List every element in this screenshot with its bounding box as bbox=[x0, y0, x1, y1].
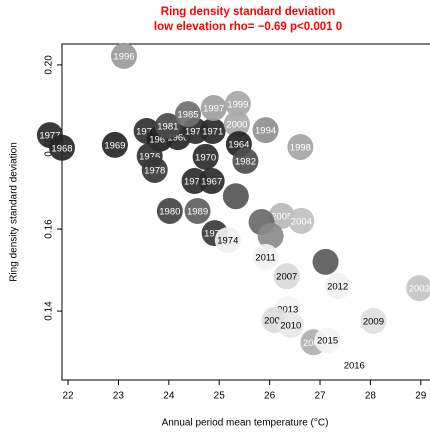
point-label: 2016 bbox=[344, 361, 365, 372]
point-label: 1979 bbox=[136, 126, 157, 137]
point-label: 1999 bbox=[227, 99, 248, 110]
bubble bbox=[341, 352, 368, 379]
point-label: 1962 bbox=[149, 134, 170, 145]
point-label: 2009 bbox=[363, 316, 384, 327]
bubble bbox=[156, 197, 183, 224]
point-label: 2000 bbox=[226, 120, 247, 131]
bubble bbox=[287, 133, 314, 160]
bubble bbox=[200, 95, 227, 121]
point-label: 1975 bbox=[204, 229, 225, 240]
point-label: 2005 bbox=[271, 211, 292, 222]
point-label: 1977 bbox=[39, 131, 60, 142]
point-label: 2008 bbox=[264, 316, 285, 327]
chart-title: Ring density standard deviation bbox=[161, 6, 335, 18]
bubble bbox=[141, 156, 168, 183]
bubble bbox=[192, 143, 219, 170]
plot-frame bbox=[61, 43, 430, 381]
point-label: 2012 bbox=[327, 282, 348, 293]
point-label: 1997 bbox=[203, 104, 224, 115]
bubble bbox=[360, 307, 387, 334]
x-tick-label: 28 bbox=[365, 391, 377, 402]
bubble bbox=[199, 117, 226, 144]
x-axis-label: Annual period mean temperature (°C) bbox=[162, 418, 329, 429]
x-tick-label: 26 bbox=[264, 391, 276, 402]
point-label: 1964 bbox=[228, 140, 249, 151]
y-tick-label: 0.16 bbox=[44, 219, 55, 239]
x-tick-label: 27 bbox=[314, 391, 326, 402]
point-label: 1969 bbox=[104, 140, 125, 151]
bubble bbox=[184, 197, 211, 224]
y-tick-label: 0.14 bbox=[44, 301, 55, 321]
bubble bbox=[288, 207, 315, 234]
point-label: 2006 bbox=[303, 338, 324, 349]
bubble bbox=[49, 134, 75, 161]
point-label: 2003 bbox=[409, 284, 430, 295]
point-label: 1967 bbox=[201, 177, 222, 188]
point-label: 1996 bbox=[113, 51, 134, 62]
chart-subtitle: low elevation rho= −0.69 p<0.001 0 bbox=[154, 21, 342, 33]
bubble bbox=[252, 243, 279, 270]
y-axis-label: Ring density standard deviation bbox=[9, 142, 20, 282]
bubble bbox=[110, 42, 137, 69]
point-label: 1998 bbox=[290, 142, 311, 153]
point-label: 2015 bbox=[317, 336, 338, 347]
bubble bbox=[257, 223, 284, 249]
x-tick-label: 29 bbox=[415, 391, 427, 402]
x-tick-label: 24 bbox=[163, 391, 175, 402]
point-label: 1970 bbox=[195, 152, 216, 163]
bubble bbox=[273, 263, 300, 290]
point-label: 1985 bbox=[177, 110, 198, 121]
point-label: 1971 bbox=[202, 126, 223, 137]
point-label: 1966 bbox=[167, 133, 188, 144]
bubble bbox=[268, 202, 295, 229]
point-label: 1994 bbox=[255, 126, 276, 137]
point-label: 1978 bbox=[144, 165, 165, 176]
point-label: 1982 bbox=[235, 156, 256, 167]
bubble bbox=[223, 111, 250, 137]
point-label: 1973 bbox=[185, 126, 206, 137]
bubble bbox=[324, 273, 351, 300]
y-tick-label: 0.20 bbox=[44, 55, 55, 75]
point-label: 1972 bbox=[184, 177, 205, 188]
bubble bbox=[277, 312, 304, 339]
bubble bbox=[214, 227, 241, 254]
bubble bbox=[101, 131, 128, 158]
bubble bbox=[174, 101, 201, 128]
point-label: 1974 bbox=[217, 236, 238, 247]
bubble bbox=[224, 90, 251, 117]
bubble bbox=[232, 147, 259, 174]
x-tick-label: 25 bbox=[214, 391, 226, 402]
bubble bbox=[406, 275, 430, 302]
bubble bbox=[252, 117, 279, 144]
bubble bbox=[312, 248, 339, 275]
point-label: 1981 bbox=[157, 122, 178, 133]
point-label: 1976 bbox=[139, 152, 160, 163]
point-label: 2007 bbox=[276, 272, 297, 283]
bubble bbox=[314, 327, 341, 354]
point-label: 2013 bbox=[277, 305, 298, 316]
bubble bbox=[198, 168, 225, 195]
bubble bbox=[154, 113, 181, 140]
point-label: 1980 bbox=[159, 206, 180, 217]
point-label: 2011 bbox=[255, 252, 275, 263]
point-label: 2010 bbox=[280, 321, 301, 332]
point-label: 1989 bbox=[187, 206, 208, 217]
bubble bbox=[222, 183, 249, 210]
point-label: 1968 bbox=[51, 143, 72, 154]
point-label: 2004 bbox=[291, 216, 312, 227]
x-tick-label: 23 bbox=[113, 391, 125, 402]
x-tick-label: 22 bbox=[62, 391, 74, 402]
